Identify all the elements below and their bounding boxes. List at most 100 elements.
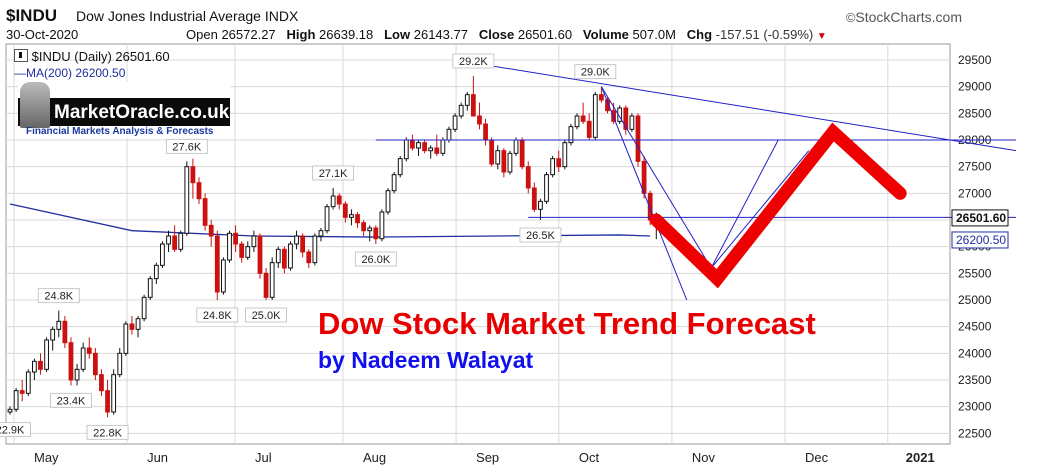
candle-body — [599, 94, 604, 101]
candle-body — [470, 94, 476, 117]
candle-body — [434, 147, 440, 154]
logo-bar — [18, 98, 230, 126]
y-tick-label: 27000 — [958, 186, 992, 200]
price-tag-label: 26501.60 — [956, 211, 1006, 225]
candle — [422, 140, 427, 154]
candle — [50, 326, 56, 351]
candle-body — [19, 390, 25, 394]
high-value: 26639.18 — [319, 27, 374, 42]
x-tick-label: Nov — [692, 450, 716, 465]
candle — [44, 337, 49, 372]
trendline — [710, 150, 810, 269]
annotation-box — [245, 307, 287, 323]
candle — [495, 145, 501, 170]
candle — [428, 145, 434, 159]
forecast-path — [649, 122, 907, 289]
candle — [391, 172, 397, 194]
candle — [190, 158, 196, 199]
candle — [245, 241, 251, 260]
statue-icon — [20, 82, 50, 128]
candle — [294, 230, 299, 250]
candle-body — [74, 368, 80, 381]
trendline — [710, 139, 779, 269]
candle-body — [501, 150, 507, 173]
trendline — [600, 86, 712, 269]
candle-body — [580, 115, 586, 122]
candle — [629, 113, 635, 132]
legend-ma-text: MA(200) 26200.50 — [26, 66, 126, 80]
candle-body — [544, 174, 549, 202]
candle — [519, 137, 525, 170]
annotation-label: 22.8K — [93, 427, 122, 439]
candle-body — [300, 235, 306, 253]
candle-body — [92, 352, 98, 376]
candle — [166, 230, 171, 252]
candle — [397, 156, 403, 178]
candle-body — [13, 390, 19, 410]
candle — [196, 177, 202, 204]
y-tick-label: 23000 — [958, 400, 992, 414]
candle-body — [629, 115, 635, 130]
index-name-text: Dow Jones Industrial Average — [76, 8, 261, 24]
candle — [117, 348, 123, 378]
candle-body — [227, 232, 232, 261]
annotation-label: 27.1K — [319, 168, 348, 180]
candle-body — [428, 147, 434, 152]
forecast-title: Dow Stock Market Trend Forecast — [318, 306, 816, 341]
candle-body — [239, 243, 245, 258]
annotation-label: 27.6K — [172, 141, 201, 153]
candle-body — [592, 94, 598, 138]
candle — [434, 134, 440, 156]
candle-body — [440, 139, 446, 154]
candle-body — [38, 360, 43, 370]
candle-body — [263, 272, 269, 298]
candle — [99, 369, 104, 396]
candle-body — [367, 227, 373, 232]
open-label: Open — [186, 27, 218, 42]
candle-body — [86, 347, 92, 354]
candle — [184, 161, 190, 236]
candle-body — [275, 248, 281, 264]
candle — [373, 225, 379, 244]
candle — [141, 294, 147, 322]
low-value: 26143.77 — [413, 27, 468, 42]
chg-value: -157.51 (-0.59%) — [715, 27, 814, 42]
brand-stockcharts[interactable]: ©StockCharts.com — [846, 9, 962, 25]
candle — [68, 337, 74, 386]
x-tick-label: Jul — [255, 450, 272, 465]
forecast-author: by Nadeem Walayat — [318, 347, 534, 373]
legend-ma: —MA(200) 26200.50 — [14, 66, 125, 80]
candle — [623, 105, 629, 135]
candle-body — [507, 152, 513, 173]
annotation-label: 24.8K — [203, 310, 232, 322]
price-annotation: 22.8K — [86, 424, 129, 440]
candle — [129, 316, 135, 335]
candle — [355, 212, 360, 228]
annotation-box — [86, 424, 129, 440]
candle — [525, 161, 531, 194]
candle-body — [68, 342, 74, 381]
candle — [592, 92, 598, 140]
y-tick-label: 23500 — [958, 373, 992, 387]
candle — [74, 364, 80, 386]
y-tick-label: 29000 — [958, 80, 992, 94]
candle-body — [355, 214, 360, 224]
candle-body — [245, 246, 251, 258]
candle-body — [312, 235, 318, 264]
candle-body — [135, 318, 141, 330]
candle — [336, 193, 342, 210]
candle-body — [556, 158, 562, 168]
candle-body — [403, 139, 409, 160]
candle-body — [221, 259, 226, 293]
candle-body — [574, 115, 580, 128]
candle-body — [153, 264, 159, 280]
legend-price: $INDU (Daily) 26501.60 — [14, 49, 170, 64]
candle — [92, 348, 98, 380]
candle — [403, 137, 409, 162]
price-annotation: 29.0K — [574, 64, 617, 80]
candle-body — [44, 339, 49, 370]
candle — [233, 225, 238, 252]
candle-body — [361, 222, 367, 232]
candle-body — [50, 328, 56, 341]
candle-body — [489, 139, 495, 165]
